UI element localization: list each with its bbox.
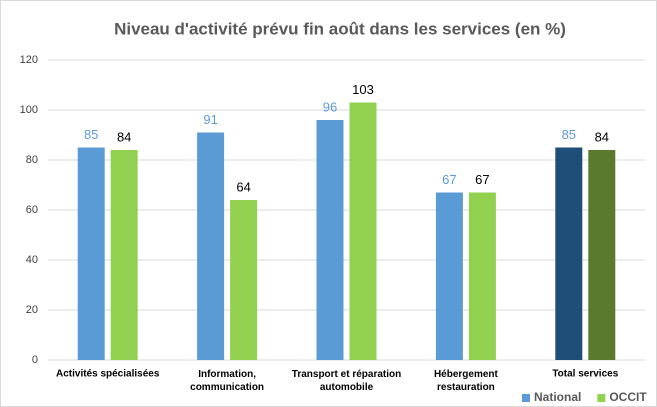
bar <box>110 150 138 360</box>
y-tick-label: 120 <box>20 54 38 66</box>
x-tick-label: Information, communication <box>190 369 264 393</box>
bar <box>349 102 377 360</box>
bar <box>435 192 463 360</box>
y-tick-label: 20 <box>26 304 38 316</box>
legend-label: National <box>534 390 581 404</box>
value-label: 64 <box>236 179 250 194</box>
value-label: 67 <box>442 172 456 187</box>
y-tick-label: 40 <box>26 254 38 266</box>
bar <box>555 147 583 360</box>
y-tick-label: 80 <box>26 154 38 166</box>
legend-swatch <box>522 394 530 402</box>
value-label: 67 <box>475 172 489 187</box>
value-label: 91 <box>203 112 217 127</box>
value-label: 84 <box>117 129 131 144</box>
bar <box>197 132 225 360</box>
bar <box>316 120 344 360</box>
value-label: 85 <box>562 127 576 142</box>
x-tick-label: Activités spécialisées <box>56 369 160 380</box>
bar <box>468 192 496 360</box>
x-tick-label: Total services <box>552 369 618 380</box>
value-label: 96 <box>323 99 337 114</box>
value-label: 84 <box>595 129 609 144</box>
y-tick-label: 60 <box>26 204 38 216</box>
legend-label: OCCIT <box>609 390 647 404</box>
bar <box>230 200 258 360</box>
chart-title: Niveau d'activité prévu fin août dans le… <box>114 19 566 38</box>
y-tick-label: 100 <box>20 104 38 116</box>
x-tick-label: Transport et réparation automobile <box>292 369 401 393</box>
bar <box>588 150 616 360</box>
value-label: 85 <box>84 127 98 142</box>
x-tick-label: Hébergement restauration <box>434 369 499 393</box>
y-tick-label: 0 <box>32 354 38 366</box>
value-label: 103 <box>352 82 374 97</box>
bar <box>77 147 105 360</box>
legend-swatch <box>597 394 606 402</box>
